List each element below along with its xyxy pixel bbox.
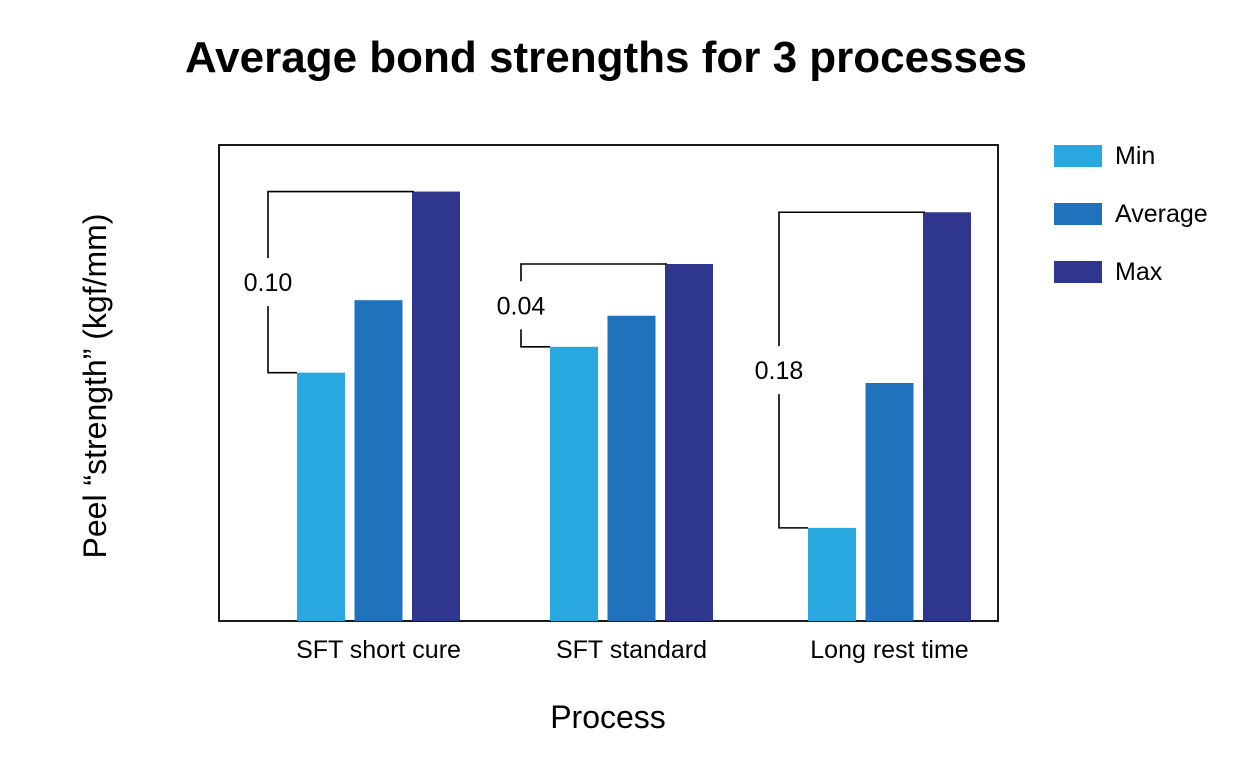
legend: Min Average Max: [1054, 142, 1208, 286]
legend-swatch-min: [1054, 145, 1102, 167]
bar-min-2: [550, 347, 598, 621]
range-label-2: 0.04: [497, 292, 546, 320]
bar-max-1: [412, 192, 460, 621]
legend-label-max: Max: [1115, 258, 1163, 286]
chart-title: Average bond strengths for 3 processes: [185, 33, 1027, 82]
bar-min-3: [808, 528, 856, 621]
bars-layer: [297, 192, 971, 621]
range-label-1: 0.10: [244, 269, 293, 297]
x-axis-title: Process: [550, 699, 666, 735]
y-axis-title: Peel “strength” (kgf/mm): [77, 214, 113, 559]
legend-label-min: Min: [1115, 142, 1155, 170]
legend-swatch-average: [1054, 203, 1102, 225]
bar-max-3: [923, 212, 971, 621]
legend-label-average: Average: [1115, 200, 1208, 228]
x-tick-label-2: SFT standard: [556, 636, 707, 664]
bar-average-2: [608, 316, 656, 621]
x-tick-label-3: Long rest time: [810, 636, 968, 664]
bar-average-3: [866, 383, 914, 621]
range-label-3: 0.18: [755, 357, 804, 385]
x-tick-labels: SFT short cure SFT standard Long rest time: [296, 636, 969, 664]
bar-average-1: [355, 300, 403, 621]
x-tick-label-1: SFT short cure: [296, 636, 461, 664]
legend-swatch-max: [1054, 261, 1102, 283]
bar-min-1: [297, 373, 345, 621]
bar-max-2: [665, 264, 713, 621]
